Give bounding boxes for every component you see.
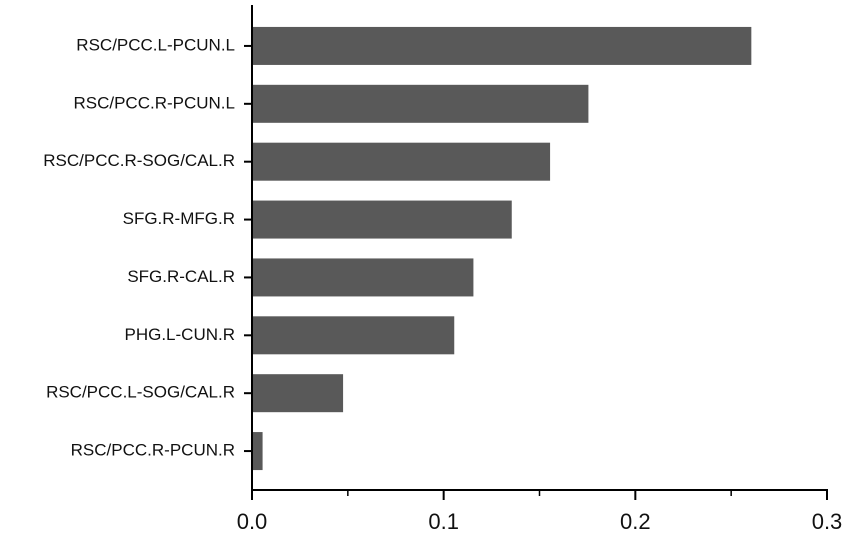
y-tick-label: RSC/PCC.L-PCUN.L [76,35,235,54]
x-tick-label: 0.1 [428,509,459,534]
x-tick-label: 0.0 [237,509,268,534]
y-tick-label: RSC/PCC.L-SOG/CAL.R [46,383,235,402]
y-tick-label: RSC/PCC.R-SOG/CAL.R [43,151,235,170]
bar [253,84,589,123]
bar [253,374,344,413]
x-tick-label: 0.2 [620,509,651,534]
y-tick-label: RSC/PCC.R-PCUN.R [71,441,235,460]
bar [253,316,455,355]
y-tick-label: SFG.R-CAL.R [127,267,235,286]
bar [253,432,263,471]
bar [253,142,551,181]
bar [253,26,752,65]
y-tick-label: SFG.R-MFG.R [123,209,235,228]
bar [253,200,512,239]
y-tick-label: RSC/PCC.R-PCUN.L [73,93,235,112]
bar [253,258,474,297]
y-tick-label: PHG.L-CUN.R [124,325,235,344]
x-tick-label: 0.3 [812,509,843,534]
